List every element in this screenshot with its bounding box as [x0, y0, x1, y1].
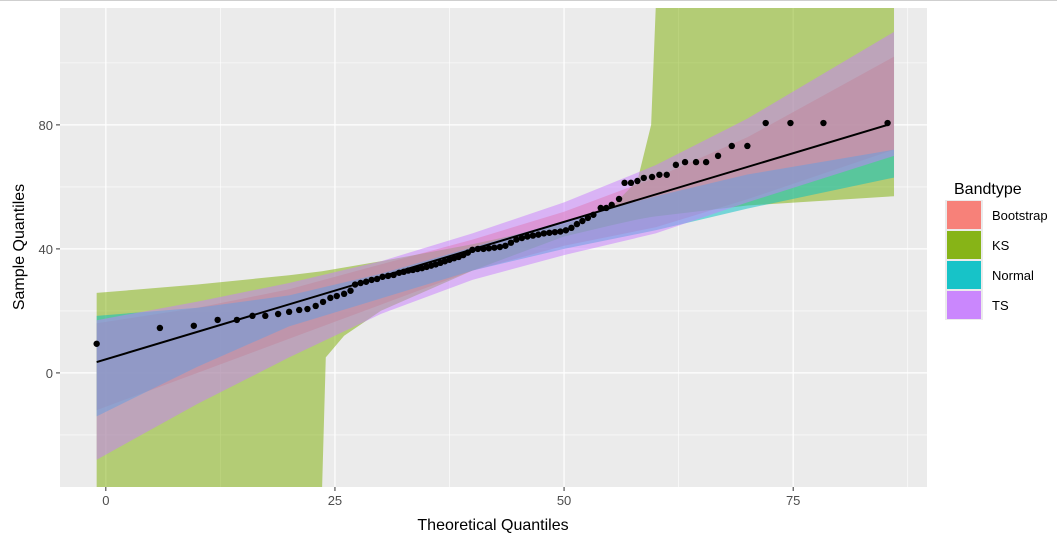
data-point [327, 294, 334, 302]
data-point [627, 179, 635, 187]
data-point [787, 119, 794, 127]
data-point [304, 305, 311, 313]
legend-key-ks [947, 231, 981, 259]
legend-label: Bootstrap [992, 208, 1048, 223]
data-point [590, 211, 597, 218]
data-point [156, 324, 164, 332]
y-tick-label: 0 [46, 366, 53, 381]
data-point [579, 217, 586, 225]
data-point [379, 273, 386, 280]
legend-label: Normal [992, 268, 1034, 283]
data-point [319, 298, 327, 306]
data-point [584, 214, 592, 222]
data-point [540, 230, 548, 237]
data-point [368, 276, 375, 284]
axes: 0 25 50 75 0 40 80 [39, 118, 801, 508]
data-point [692, 158, 700, 166]
data-point [672, 161, 680, 169]
data-point [820, 119, 827, 127]
y-tick-label: 40 [39, 242, 53, 257]
legend-label: KS [992, 238, 1010, 253]
data-point [762, 119, 769, 127]
y-axis-label: Sample Quantiles [11, 184, 28, 310]
data-point [384, 272, 392, 280]
data-point [640, 174, 648, 182]
data-point [491, 244, 498, 251]
data-point [568, 224, 575, 232]
x-tick-label: 75 [786, 493, 800, 508]
data-point [362, 278, 370, 285]
data-point [573, 220, 581, 228]
data-point [274, 310, 282, 318]
y-tick-label: 80 [39, 118, 53, 133]
data-point [347, 287, 354, 294]
data-point [546, 229, 553, 236]
data-point [702, 158, 710, 166]
data-point [663, 171, 670, 178]
data-point [529, 232, 537, 239]
data-point [615, 195, 623, 203]
data-point [373, 275, 381, 283]
x-tick-label: 50 [557, 493, 571, 508]
data-point [351, 281, 359, 288]
data-point [214, 316, 221, 324]
legend-title: Bandtype [954, 181, 1022, 198]
data-point [608, 201, 615, 209]
data-point [340, 290, 348, 298]
data-point [296, 306, 303, 314]
data-point [656, 171, 663, 178]
data-point [518, 234, 526, 242]
data-point [390, 271, 397, 279]
reference-line-group [96, 123, 888, 364]
data-point [603, 204, 610, 212]
data-point [524, 233, 531, 240]
x-tick-label: 0 [102, 493, 109, 508]
data-point [728, 142, 735, 150]
data-point [884, 119, 891, 127]
data-point [93, 340, 100, 347]
legend-key-normal [947, 261, 981, 289]
data-point [502, 242, 509, 249]
data-point [496, 243, 504, 251]
data-point [474, 245, 482, 253]
data-point [562, 227, 570, 234]
data-point [190, 322, 198, 329]
data-point [469, 246, 476, 254]
data-point [312, 302, 319, 310]
data-point [648, 173, 656, 181]
data-point [681, 158, 689, 166]
data-point [557, 228, 564, 235]
data-point [464, 249, 472, 256]
data-point [333, 292, 340, 300]
data-point [507, 239, 515, 246]
data-point [357, 279, 364, 287]
sample-points [93, 119, 891, 347]
data-point [513, 236, 520, 243]
data-point [480, 245, 487, 253]
legend-key-bootstrap [947, 201, 981, 229]
data-point [744, 142, 751, 150]
data-point [249, 312, 256, 320]
reference-line [96, 123, 888, 364]
data-point [714, 152, 722, 160]
x-axis-label: Theoretical Quantiles [417, 517, 568, 534]
legend: Bandtype Bootstrap KS Normal TS [945, 181, 1048, 320]
data-point [285, 308, 293, 316]
data-point [634, 177, 641, 185]
window-top-border [0, 0, 1057, 1]
data-point [551, 228, 559, 236]
data-point [485, 245, 493, 252]
data-point [621, 179, 628, 187]
legend-label: TS [992, 298, 1009, 313]
legend-key-ts [947, 291, 981, 319]
data-point [535, 231, 542, 238]
x-tick-label: 25 [328, 493, 342, 508]
data-point [233, 316, 241, 324]
data-point [597, 204, 604, 212]
data-point [262, 312, 269, 320]
